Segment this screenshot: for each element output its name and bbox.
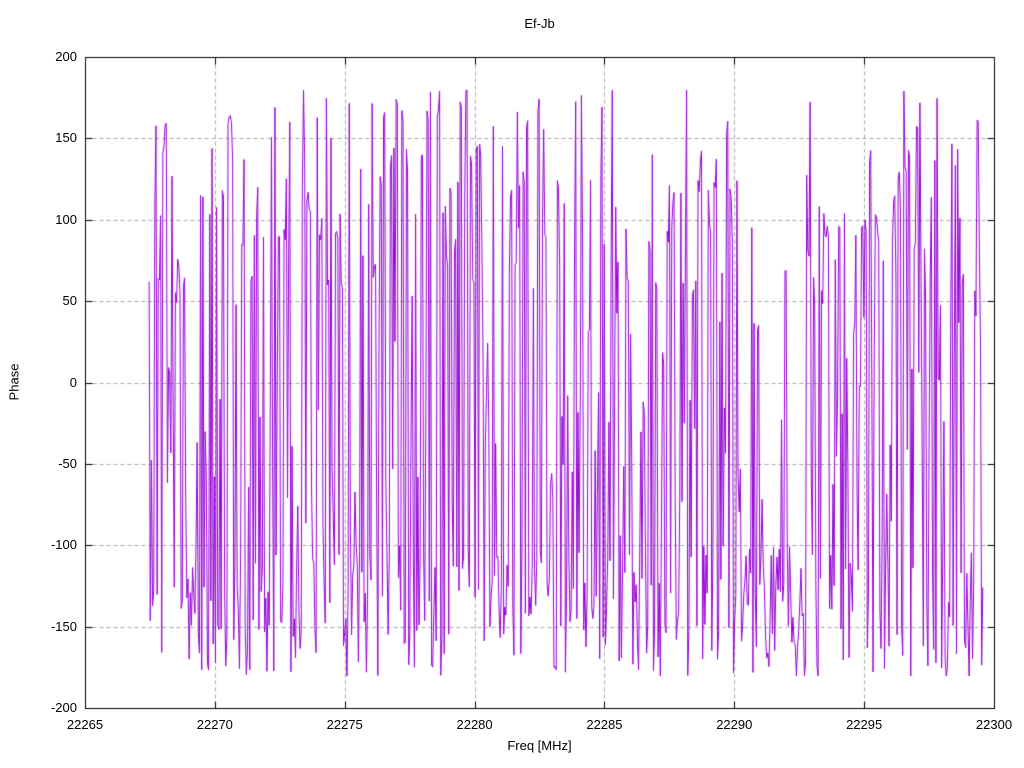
x-tick-label: 22285 <box>586 717 623 732</box>
y-tick-label: 0 <box>69 374 77 390</box>
x-tick-label: 22265 <box>66 717 104 732</box>
x-tick-label: 22270 <box>196 717 233 732</box>
x-tick-label: 22280 <box>456 717 493 732</box>
y-tick-label: 200 <box>55 49 77 64</box>
y-tick-label: 50 <box>62 293 77 309</box>
x-tick-label: 22275 <box>326 717 363 732</box>
chart-title: Ef-Jb <box>524 16 555 31</box>
y-tick-label: 100 <box>55 211 77 227</box>
y-tick-label: -150 <box>50 618 77 634</box>
y-tick-label: 150 <box>55 130 77 146</box>
x-tick-label: 22295 <box>846 717 883 732</box>
x-tick-label: 22290 <box>716 717 753 732</box>
x-axis-label: Freq [MHz] <box>507 738 572 753</box>
y-tick-label: -200 <box>50 700 77 715</box>
y-tick-label: -50 <box>58 455 77 471</box>
x-tick-label: 22300 <box>975 717 1013 732</box>
y-tick-label: -100 <box>50 537 77 553</box>
